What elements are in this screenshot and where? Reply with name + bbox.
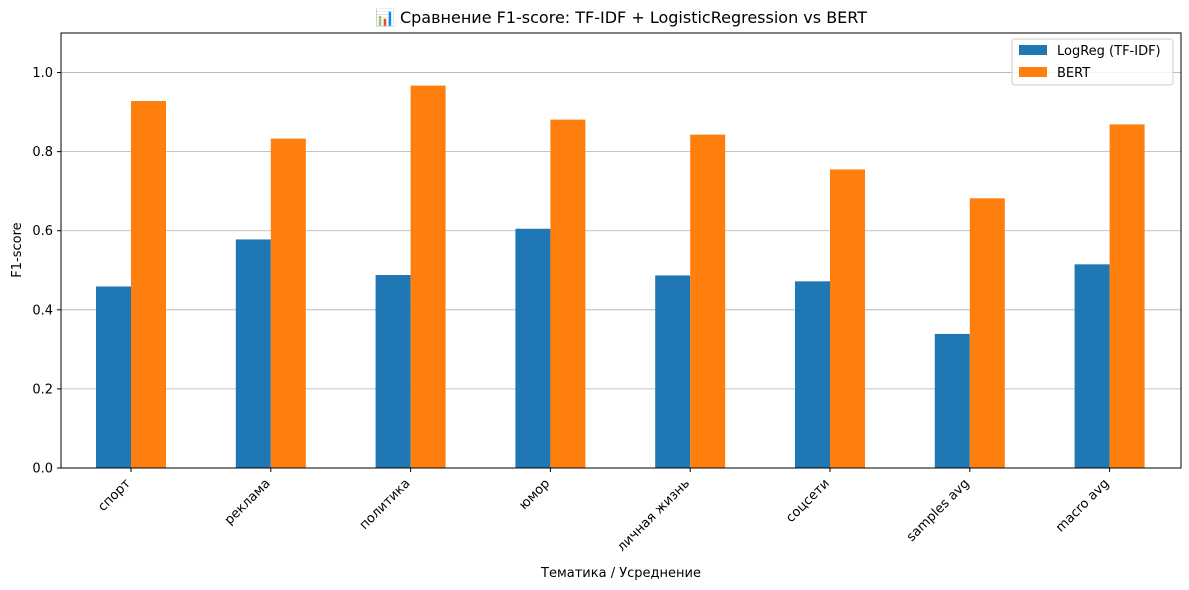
bar-bert bbox=[131, 101, 166, 468]
legend: LogReg (TF-IDF) BERT bbox=[1011, 38, 1174, 86]
x-tick-label: юмор bbox=[516, 476, 553, 513]
plot-frame bbox=[60, 32, 1182, 469]
bar-bert bbox=[969, 198, 1005, 469]
y-tick-label: 0.8 bbox=[32, 145, 53, 160]
bar-logreg bbox=[235, 239, 271, 468]
x-axis-ticks: спорт реклама политика юмор личная жизнь соцс… bbox=[95, 468, 1112, 555]
x-tick-label: спорт bbox=[95, 476, 134, 515]
x-tick-label: macro avg bbox=[1053, 476, 1112, 535]
bar-logreg bbox=[795, 281, 830, 468]
y-axis-ticks: 0.0 0.2 0.4 0.6 0.8 1.0 bbox=[32, 66, 61, 477]
bar-logreg bbox=[96, 286, 131, 468]
legend-frame bbox=[1011, 38, 1174, 86]
chart-title: 📊 Сравнение F1-score: TF-IDF + LogisticR… bbox=[375, 8, 867, 27]
bar-logreg bbox=[1074, 264, 1110, 468]
y-tick-label: 0.0 bbox=[32, 462, 53, 477]
y-tick-label: 1.0 bbox=[32, 66, 53, 81]
y-tick-label: 0.4 bbox=[32, 303, 53, 318]
x-tick-label: реклама bbox=[222, 476, 274, 528]
gridlines bbox=[61, 72, 1181, 469]
x-tick-label: личная жизнь bbox=[614, 476, 693, 555]
bar-bert bbox=[690, 134, 726, 468]
bar-bert bbox=[270, 138, 306, 468]
bar-bert bbox=[830, 169, 865, 468]
bars bbox=[96, 85, 1145, 469]
x-axis-title: Тематика / Усреднение bbox=[540, 566, 701, 581]
x-tick-label: samples avg bbox=[904, 476, 973, 545]
bar-bert bbox=[410, 85, 446, 468]
x-tick-label: политика bbox=[357, 476, 414, 533]
bar-logreg bbox=[375, 275, 411, 468]
legend-swatch-logreg bbox=[1019, 45, 1047, 55]
legend-swatch-bert bbox=[1019, 67, 1047, 77]
legend-label-logreg: LogReg (TF-IDF) bbox=[1057, 44, 1161, 59]
bar-logreg bbox=[655, 275, 691, 468]
y-axis-title: F1-score bbox=[10, 222, 25, 277]
legend-label-bert: BERT bbox=[1057, 66, 1090, 81]
x-tick-label: соцсети bbox=[783, 476, 833, 526]
y-tick-label: 0.2 bbox=[32, 382, 53, 397]
bar-bert bbox=[550, 119, 586, 468]
y-tick-label: 0.6 bbox=[32, 224, 53, 239]
bar-bert bbox=[1109, 124, 1145, 468]
bar-logreg bbox=[934, 333, 970, 468]
bar-logreg bbox=[515, 228, 551, 468]
